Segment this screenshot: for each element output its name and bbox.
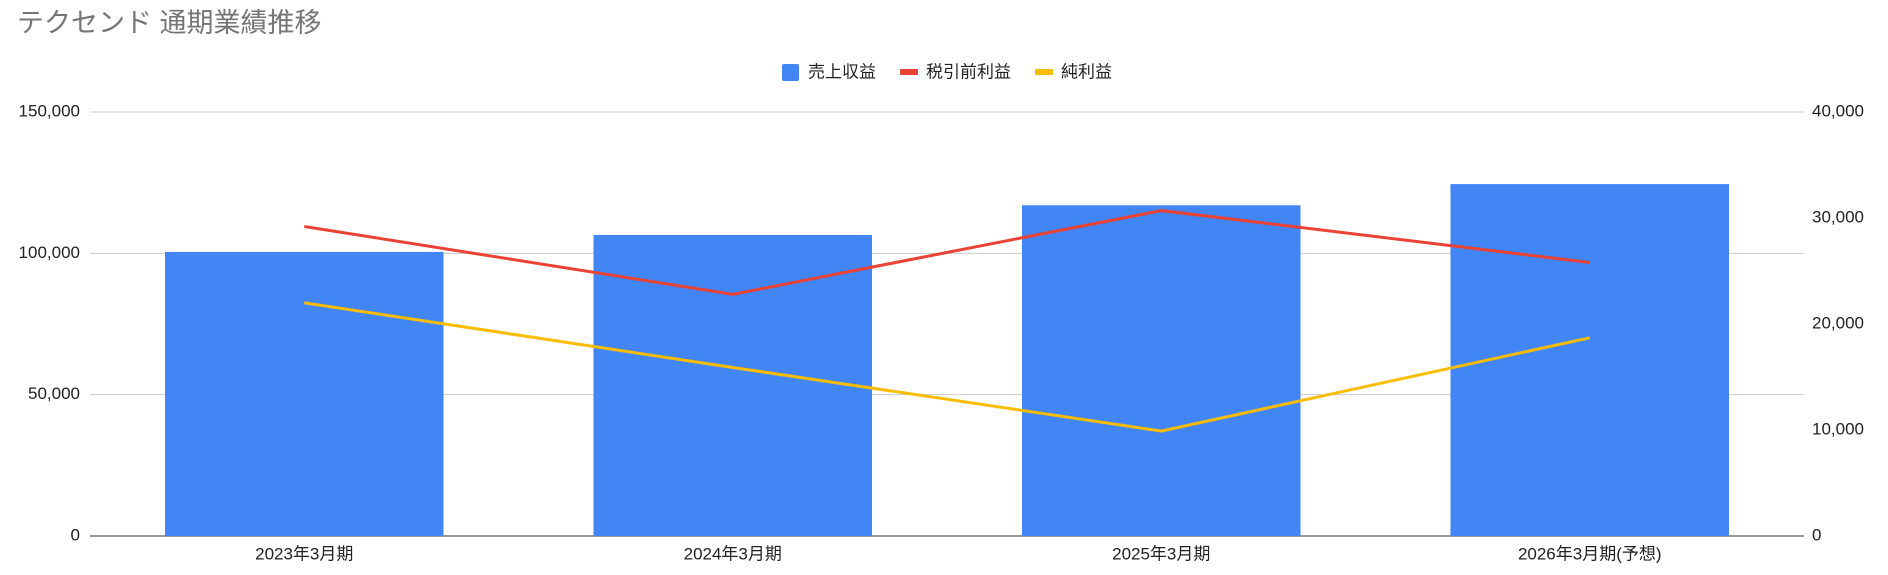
bar	[593, 234, 873, 536]
chart-title: テクセンド 通期業績推移	[17, 8, 322, 38]
y2-tick-label: 40,000	[1812, 101, 1864, 120]
y2-tick-label: 30,000	[1812, 207, 1864, 226]
x-tick-label: 2026年3月期(予想)	[1518, 544, 1662, 563]
legend-label: 純利益	[1061, 62, 1112, 81]
line	[304, 301, 1591, 433]
legend-label: 税引前利益	[926, 62, 1011, 81]
legend-swatch	[782, 64, 799, 81]
y2-tick-label: 10,000	[1812, 419, 1864, 438]
legend-swatch	[1035, 69, 1053, 75]
y-tick-label: 0	[71, 525, 80, 544]
y-tick-label: 50,000	[28, 384, 80, 403]
y-tick-label: 150,000	[19, 101, 80, 120]
y2-tick-label: 0	[1812, 525, 1821, 544]
legend-label: 売上収益	[808, 62, 876, 81]
x-tick-label: 2024年3月期	[684, 544, 782, 563]
line	[304, 209, 1590, 296]
bar	[1450, 184, 1730, 536]
x-tick-label: 2025年3月期	[1112, 544, 1210, 563]
y2-tick-label: 20,000	[1812, 313, 1864, 332]
x-tick-label: 2023年3月期	[255, 544, 353, 563]
bar	[1021, 205, 1301, 536]
bar	[164, 251, 444, 537]
legend-swatch	[900, 69, 918, 75]
y-tick-label: 100,000	[19, 243, 80, 262]
